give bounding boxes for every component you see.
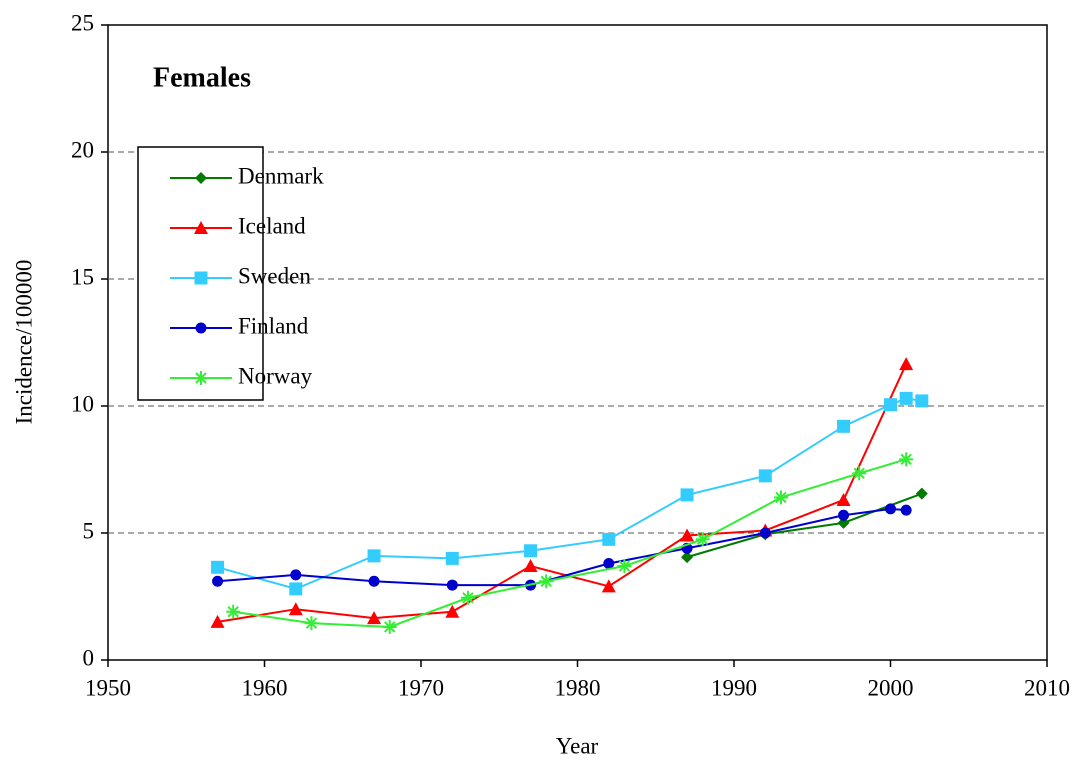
marker — [539, 574, 554, 589]
series-line — [217, 363, 908, 623]
marker — [304, 616, 319, 631]
marker — [290, 569, 302, 581]
marker — [680, 488, 694, 502]
marker — [603, 557, 615, 569]
x-tick-label: 2010 — [1024, 675, 1070, 700]
marker — [602, 532, 616, 546]
marker — [915, 394, 929, 408]
marker — [445, 604, 460, 618]
marker — [210, 614, 225, 628]
marker-stroke — [696, 533, 709, 546]
y-tick-label: 25 — [71, 10, 94, 35]
marker-stroke — [195, 372, 207, 384]
marker — [617, 559, 632, 574]
marker — [288, 602, 303, 616]
marker — [681, 551, 694, 564]
marker-stroke — [227, 606, 239, 618]
marker — [773, 490, 788, 505]
marker — [367, 549, 381, 563]
marker — [226, 604, 241, 619]
marker-stroke — [618, 560, 631, 572]
marker — [523, 559, 538, 573]
marker-stroke — [775, 491, 787, 504]
marker — [680, 528, 695, 542]
x-tick-label: 1990 — [711, 675, 757, 700]
marker — [212, 575, 224, 587]
marker — [446, 579, 458, 591]
marker — [899, 452, 914, 467]
legend-marker — [195, 172, 207, 184]
series-line — [233, 458, 907, 628]
marker — [899, 391, 913, 405]
marker-stroke — [900, 453, 912, 466]
y-tick-label: 20 — [71, 137, 94, 162]
x-tick-label: 1970 — [398, 675, 444, 700]
marker — [838, 509, 850, 521]
marker — [758, 469, 772, 483]
marker — [900, 504, 912, 516]
y-tick-label: 0 — [83, 645, 95, 670]
marker — [759, 527, 771, 539]
x-tick-label: 2000 — [868, 675, 914, 700]
marker — [211, 560, 225, 574]
marker — [852, 466, 867, 481]
series-line — [217, 397, 922, 590]
marker — [445, 551, 459, 565]
marker — [884, 398, 897, 412]
series-line — [686, 492, 923, 559]
legend-marker — [194, 271, 208, 285]
y-tick-label: 10 — [71, 391, 94, 416]
marker — [368, 575, 380, 587]
marker-stroke — [383, 621, 396, 633]
marker — [899, 357, 914, 371]
marker — [367, 611, 382, 625]
legend-marker — [195, 322, 207, 334]
marker — [601, 579, 616, 593]
marker-stroke — [540, 575, 552, 587]
legend-marker — [194, 221, 208, 234]
x-tick-label: 1950 — [85, 675, 131, 700]
x-axis-label: Year — [556, 733, 599, 758]
marker — [695, 532, 710, 547]
legend-label: Denmark — [238, 163, 324, 188]
marker — [885, 503, 896, 515]
x-tick-label: 1980 — [555, 675, 601, 700]
marker — [837, 419, 851, 433]
legend-label: Finland — [238, 313, 309, 338]
legend-label: Norway — [238, 363, 313, 388]
marker — [289, 582, 303, 596]
marker — [382, 619, 397, 634]
marker — [836, 492, 851, 506]
legend-label: Iceland — [238, 213, 306, 238]
annotation: Females — [153, 62, 251, 93]
marker — [460, 590, 475, 605]
legend-marker — [194, 371, 208, 385]
marker — [915, 487, 928, 500]
legend-label: Sweden — [238, 263, 311, 288]
marker-stroke — [462, 592, 474, 604]
marker — [837, 516, 850, 529]
y-axis-label: Incidence/100000 — [11, 260, 36, 425]
marker-stroke — [305, 617, 318, 629]
x-tick-label: 1960 — [242, 675, 288, 700]
y-tick-label: 5 — [83, 518, 95, 543]
y-tick-label: 15 — [71, 264, 94, 289]
marker — [524, 544, 538, 558]
marker-stroke — [853, 467, 865, 480]
